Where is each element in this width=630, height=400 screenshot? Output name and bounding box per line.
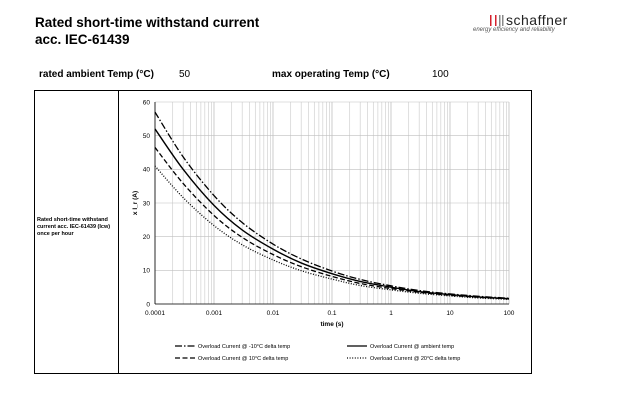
x-tick-label: 1 (389, 310, 393, 317)
table-frame (34, 90, 532, 374)
max-temp-value: 100 (432, 69, 449, 80)
table-divider (118, 90, 119, 374)
y-tick-label: 40 (143, 167, 151, 174)
y-tick-label: 30 (143, 200, 151, 207)
series-line (154, 165, 510, 300)
x-tick-label: 100 (504, 310, 515, 317)
x-axis-label: time (s) (320, 321, 343, 328)
y-tick-label: 50 (143, 133, 151, 140)
legend-label: Overload Current @ 10°C delta temp (198, 356, 288, 362)
legend-label: Overload Current @ -10°C delta temp (198, 344, 290, 350)
title-line-2: acc. IEC-61439 (35, 32, 130, 47)
row-label: Rated short-time withstand current acc. … (37, 217, 111, 237)
series-line (154, 128, 510, 300)
legend-label: Overload Current @ ambient temp (370, 344, 454, 350)
series-line (154, 147, 510, 300)
legend-label: Overload Current @ 20°C delta temp (370, 356, 460, 362)
x-tick-label: 10 (446, 310, 454, 317)
ambient-temp-value: 50 (179, 69, 191, 80)
brand-tagline: energy efficiency and reliability (473, 27, 555, 33)
x-tick-label: 0.001 (206, 310, 223, 317)
x-tick-label: 0.1 (327, 310, 336, 317)
x-tick-label: 0.0001 (145, 310, 165, 317)
brand-name: schaffner (506, 12, 568, 28)
y-tick-label: 20 (143, 234, 151, 241)
brand-logo-mark (490, 15, 504, 26)
title-line-1: Rated short-time withstand current (35, 15, 260, 30)
x-tick-label: 0.01 (267, 310, 280, 317)
y-tick-label: 0 (146, 301, 150, 308)
ambient-temp-label: rated ambient Temp (°C) (39, 69, 154, 80)
page-title: Rated short-time withstand current acc. … (35, 14, 335, 48)
y-axis-label: x I_r (A) (132, 191, 139, 215)
y-tick-label: 10 (143, 268, 151, 275)
y-tick-label: 60 (143, 99, 151, 106)
max-temp-label: max operating Temp (°C) (272, 69, 390, 80)
